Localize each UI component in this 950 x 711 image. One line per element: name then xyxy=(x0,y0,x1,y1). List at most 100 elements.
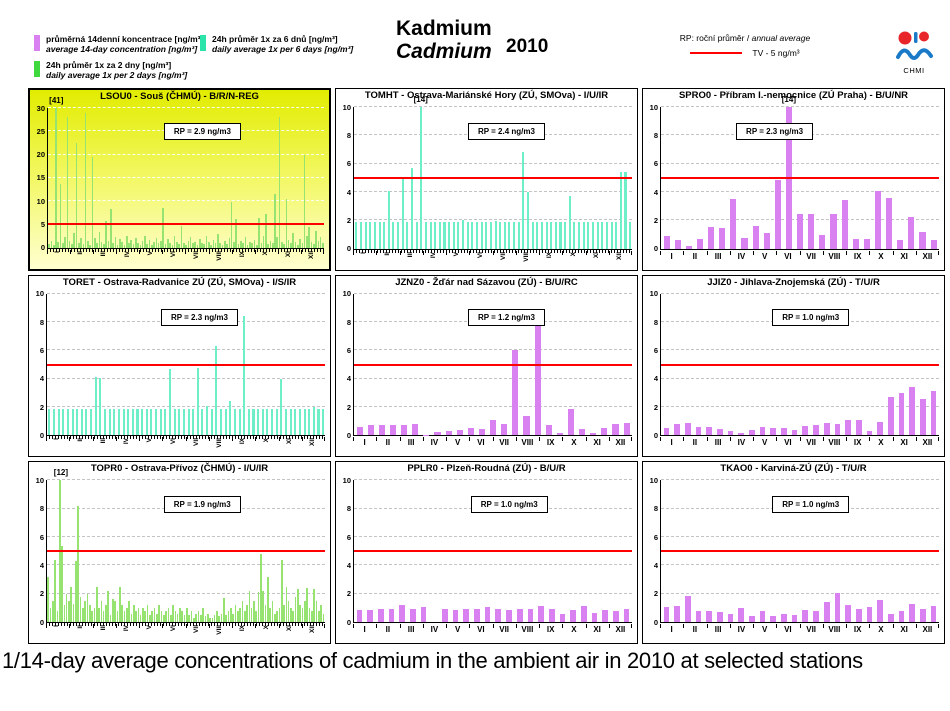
bar xyxy=(220,409,223,436)
bar xyxy=(392,222,395,249)
month-label: VIII xyxy=(515,250,539,268)
month-label: X xyxy=(562,437,585,454)
bars xyxy=(354,107,632,249)
bar xyxy=(49,607,52,622)
bar xyxy=(135,610,137,622)
bar xyxy=(267,243,269,248)
bar xyxy=(192,409,195,436)
bar xyxy=(223,597,225,622)
bar xyxy=(131,409,134,436)
bar xyxy=(706,611,712,622)
bars xyxy=(661,294,939,436)
bar xyxy=(855,609,862,622)
bars xyxy=(47,480,325,622)
month-label-text: II xyxy=(692,625,698,634)
month-label: II xyxy=(683,624,706,641)
month-label: XII xyxy=(608,250,633,268)
bar xyxy=(930,391,937,436)
month-label-text: XI xyxy=(900,251,908,261)
bar xyxy=(845,420,851,436)
bar xyxy=(169,242,171,248)
bar xyxy=(415,222,418,249)
month-label: I xyxy=(660,624,683,641)
bar xyxy=(105,220,107,248)
month-label: I xyxy=(47,249,70,267)
gridline xyxy=(661,592,939,594)
rp-note-separator: / xyxy=(744,33,752,43)
bar xyxy=(252,409,255,436)
month-label: X xyxy=(562,250,585,268)
bar xyxy=(93,607,96,622)
month-label: III xyxy=(92,437,116,454)
y-tick-label: 4 xyxy=(346,560,351,570)
bar xyxy=(66,117,69,248)
bar xyxy=(260,242,263,248)
bar xyxy=(412,424,419,436)
bar xyxy=(706,426,712,436)
month-label-text: XII xyxy=(922,251,933,261)
bar xyxy=(322,243,324,248)
legend-item-14day: průměrná 14denní koncentrace [ng/m³] ave… xyxy=(34,34,364,54)
bar xyxy=(823,423,830,436)
month-label-text: V xyxy=(761,625,768,634)
bar xyxy=(65,593,68,622)
chart-panel: LSOU0 - Souš (ČHMÚ) - B/R/N-REG 0 5 10 15 20 2… xyxy=(28,88,331,271)
bar xyxy=(217,233,219,248)
caption: 1/14-day average concentrations of cadmi… xyxy=(2,648,863,673)
rp-box: RP = 2.3 ng/m3 xyxy=(736,122,814,140)
annual-average-line xyxy=(48,223,324,226)
y-tick-label: 6 xyxy=(653,345,658,355)
rp-box: RP = 1.0 ng/m3 xyxy=(470,495,548,513)
bar xyxy=(251,243,253,248)
bar xyxy=(463,608,470,622)
bar xyxy=(287,600,290,622)
bar xyxy=(306,236,308,248)
bar xyxy=(85,409,88,436)
bar xyxy=(506,609,512,622)
month-label: VIII xyxy=(822,250,846,268)
bar xyxy=(478,428,485,436)
bar xyxy=(246,244,249,248)
axis-tick-strip xyxy=(46,623,325,626)
title-year: 2010 xyxy=(506,36,549,57)
bar xyxy=(226,243,228,248)
annual-average-line xyxy=(47,363,325,366)
gridline xyxy=(661,292,939,294)
bar xyxy=(169,614,172,622)
station-title: TOMHT - Ostrava-Mariánské Hory (ZÚ, SMOv… xyxy=(364,90,609,101)
bar xyxy=(863,238,870,249)
month-label-text: VI xyxy=(784,251,792,261)
bar xyxy=(695,610,702,622)
bar xyxy=(116,244,119,248)
bar xyxy=(194,241,196,248)
bar xyxy=(57,242,60,248)
month-label-text: V xyxy=(761,251,768,261)
bar xyxy=(399,605,405,622)
bar xyxy=(162,208,164,248)
gridline xyxy=(354,536,632,537)
bar xyxy=(322,613,325,622)
y-tick-label: 10 xyxy=(649,288,658,298)
plot-area: 0 2 4 6 8 10 RP = 1.0 ng/m3 xyxy=(343,477,632,625)
bar xyxy=(830,213,837,249)
bar xyxy=(193,617,195,622)
chart-panel: TOMHT - Ostrava-Mariánské Hory (ZÚ, SMOv… xyxy=(335,88,638,271)
month-label-text: VII xyxy=(192,438,200,447)
gridline xyxy=(661,191,939,192)
bar xyxy=(255,245,258,248)
bar xyxy=(278,117,281,248)
bar xyxy=(198,239,201,248)
bar xyxy=(383,222,386,249)
bar xyxy=(410,167,414,249)
bar xyxy=(190,610,193,622)
bar xyxy=(63,605,66,622)
bar xyxy=(283,244,285,248)
month-label: IX xyxy=(539,624,562,641)
bar xyxy=(165,610,167,622)
month-label: I xyxy=(46,437,69,454)
bar xyxy=(248,590,251,622)
bar xyxy=(125,607,128,622)
month-label-text: III xyxy=(407,438,415,448)
